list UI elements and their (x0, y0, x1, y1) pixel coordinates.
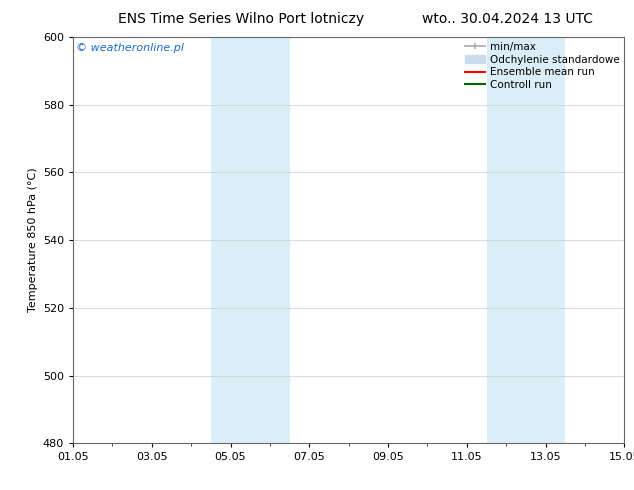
Bar (487, 37, 566, 443)
Legend: min/max, Odchylenie standardowe, Ensemble mean run, Controll run: min/max, Odchylenie standardowe, Ensembl… (462, 40, 621, 92)
Text: ENS Time Series Wilno Port lotniczy: ENS Time Series Wilno Port lotniczy (118, 12, 364, 26)
Text: © weatheronline.pl: © weatheronline.pl (75, 43, 184, 53)
Text: wto.. 30.04.2024 13 UTC: wto.. 30.04.2024 13 UTC (422, 12, 593, 26)
Y-axis label: Temperature 850 hPa (°C): Temperature 850 hPa (°C) (29, 168, 39, 313)
Bar (210, 37, 290, 443)
